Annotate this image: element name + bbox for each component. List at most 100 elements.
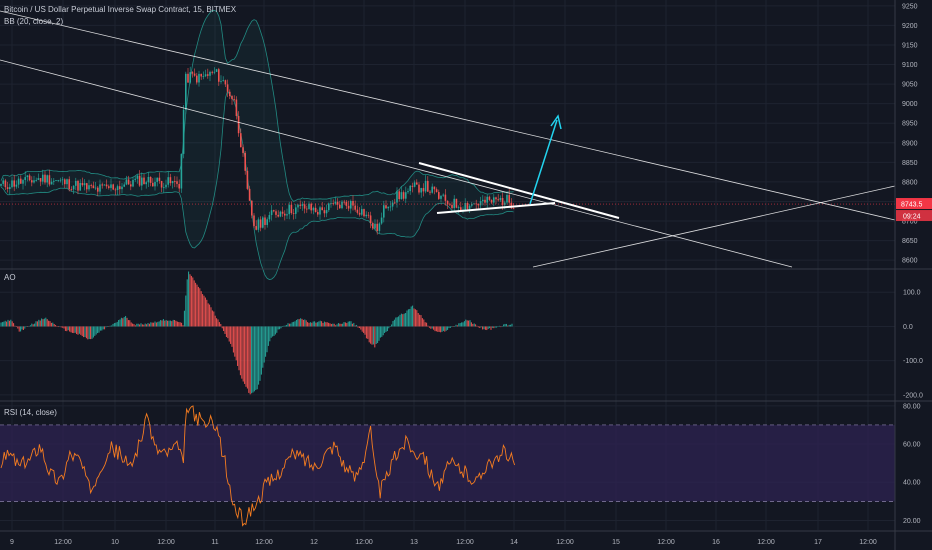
ao-bar[interactable] bbox=[413, 308, 415, 327]
ao-bar[interactable] bbox=[507, 325, 509, 327]
ao-bar[interactable] bbox=[291, 322, 293, 327]
candle[interactable] bbox=[237, 115, 240, 134]
ao-bar[interactable] bbox=[287, 323, 289, 327]
ao-bar[interactable] bbox=[190, 275, 192, 327]
ao-bar[interactable] bbox=[447, 326, 449, 330]
candle[interactable] bbox=[193, 73, 196, 76]
ao-bar[interactable] bbox=[113, 323, 115, 327]
ao-bar[interactable] bbox=[162, 319, 164, 327]
ao-bar[interactable] bbox=[35, 321, 37, 327]
candle[interactable] bbox=[427, 180, 429, 192]
ao-bar[interactable] bbox=[157, 321, 159, 327]
candle[interactable] bbox=[367, 214, 370, 216]
ao-bar[interactable] bbox=[230, 326, 232, 344]
candle[interactable] bbox=[479, 201, 482, 206]
ao-bar[interactable] bbox=[277, 326, 279, 330]
ao-bar[interactable] bbox=[510, 324, 512, 327]
ao-bar[interactable] bbox=[71, 326, 73, 333]
ao-bar[interactable] bbox=[48, 320, 50, 327]
ao-bar[interactable] bbox=[90, 326, 92, 340]
ao-bar[interactable] bbox=[431, 326, 433, 329]
candle[interactable] bbox=[218, 69, 220, 82]
ao-bar[interactable] bbox=[384, 326, 386, 333]
candle[interactable] bbox=[347, 205, 350, 209]
ao-bar[interactable] bbox=[329, 323, 331, 327]
ao-bar[interactable] bbox=[209, 304, 211, 327]
long-trendline-lower[interactable] bbox=[0, 59, 793, 268]
candle[interactable] bbox=[77, 180, 79, 191]
ao-bar[interactable] bbox=[374, 326, 376, 348]
candle[interactable] bbox=[108, 186, 110, 188]
ao-bar[interactable] bbox=[442, 326, 444, 331]
ao-bar[interactable] bbox=[10, 319, 12, 327]
candle[interactable] bbox=[231, 96, 233, 100]
ao-bar[interactable] bbox=[484, 326, 486, 330]
ao-bar[interactable] bbox=[232, 326, 234, 353]
ao-bar[interactable] bbox=[340, 323, 342, 327]
ao-bar[interactable] bbox=[455, 324, 457, 327]
ao-bar[interactable] bbox=[298, 319, 300, 327]
ao-bar[interactable] bbox=[253, 326, 255, 392]
ao-bar[interactable] bbox=[160, 320, 162, 327]
candle[interactable] bbox=[222, 80, 224, 82]
ao-bar[interactable] bbox=[211, 310, 213, 327]
ao-bar[interactable] bbox=[20, 326, 22, 332]
candle[interactable] bbox=[277, 214, 279, 217]
candle[interactable] bbox=[215, 69, 218, 72]
ao-bar[interactable] bbox=[186, 279, 188, 327]
candle[interactable] bbox=[50, 181, 53, 185]
candle[interactable] bbox=[433, 186, 436, 190]
ao-bar[interactable] bbox=[125, 315, 127, 327]
ao-bar[interactable] bbox=[444, 326, 446, 332]
candle[interactable] bbox=[328, 203, 330, 211]
candle[interactable] bbox=[319, 207, 321, 215]
ao-bar[interactable] bbox=[423, 319, 425, 327]
candle[interactable] bbox=[147, 176, 150, 183]
candle[interactable] bbox=[202, 76, 205, 77]
candle[interactable] bbox=[37, 178, 40, 181]
ao-bar[interactable] bbox=[228, 326, 230, 342]
bollinger-upper-band[interactable] bbox=[0, 9, 514, 202]
candle[interactable] bbox=[255, 226, 257, 230]
ao-bar[interactable] bbox=[53, 324, 55, 327]
ao-bar[interactable] bbox=[244, 326, 246, 384]
candle[interactable] bbox=[504, 202, 506, 205]
ao-bar[interactable] bbox=[259, 326, 261, 381]
candle[interactable] bbox=[44, 174, 46, 183]
ao-bar[interactable] bbox=[266, 326, 268, 353]
ao-bar[interactable] bbox=[428, 326, 430, 328]
ao-bar[interactable] bbox=[174, 319, 176, 327]
ao-bar[interactable] bbox=[309, 322, 311, 327]
ao-bar[interactable] bbox=[101, 326, 103, 331]
ao-bar[interactable] bbox=[8, 320, 10, 327]
ao-bar[interactable] bbox=[108, 326, 110, 327]
ao-bar[interactable] bbox=[155, 322, 157, 327]
candle[interactable] bbox=[138, 175, 141, 186]
ao-bar[interactable] bbox=[178, 322, 180, 327]
candle[interactable] bbox=[345, 201, 348, 206]
ao-bar[interactable] bbox=[60, 326, 62, 328]
candle[interactable] bbox=[35, 180, 37, 181]
candle[interactable] bbox=[182, 109, 185, 154]
ao-bar[interactable] bbox=[36, 321, 38, 327]
ao-bar[interactable] bbox=[143, 324, 145, 327]
ao-bar[interactable] bbox=[356, 324, 358, 327]
ao-bar[interactable] bbox=[224, 326, 226, 334]
ao-bar[interactable] bbox=[381, 326, 383, 337]
ao-bar[interactable] bbox=[76, 326, 78, 335]
candle[interactable] bbox=[506, 194, 508, 203]
ao-bar[interactable] bbox=[367, 326, 369, 339]
ao-bar[interactable] bbox=[414, 309, 416, 327]
ao-bar[interactable] bbox=[13, 323, 15, 327]
ao-bar[interactable] bbox=[405, 313, 407, 327]
ao-bar[interactable] bbox=[63, 326, 65, 329]
candle[interactable] bbox=[92, 185, 95, 189]
ao-bar[interactable] bbox=[351, 323, 353, 327]
candle[interactable] bbox=[350, 200, 352, 209]
candle[interactable] bbox=[97, 187, 99, 192]
ao-bar[interactable] bbox=[116, 321, 118, 327]
ao-bar[interactable] bbox=[56, 326, 58, 327]
ao-bar[interactable] bbox=[59, 326, 61, 327]
candle[interactable] bbox=[372, 223, 374, 229]
ao-bar[interactable] bbox=[223, 326, 225, 331]
